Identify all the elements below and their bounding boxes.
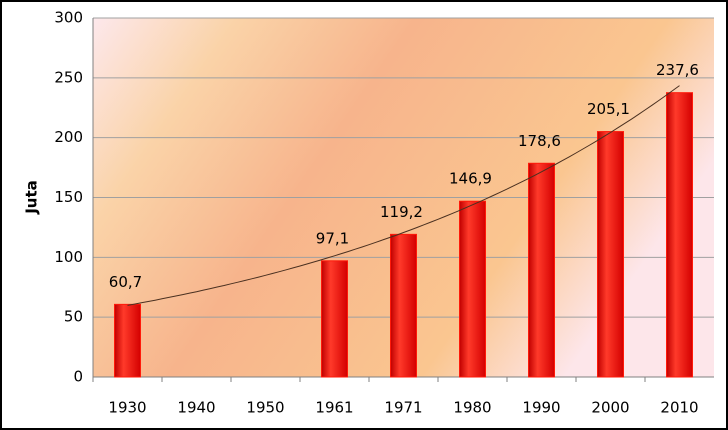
value-label: 146,9: [449, 170, 492, 188]
bar: [597, 131, 624, 378]
y-tick-label: 300: [54, 9, 83, 27]
x-tick-label: 1990: [522, 399, 560, 417]
x-tick-label: 1961: [315, 399, 353, 417]
value-label: 119,2: [380, 203, 423, 221]
value-label: 60,7: [109, 273, 142, 291]
bar: [528, 162, 555, 378]
bar: [390, 233, 417, 378]
y-tick-label: 50: [64, 308, 83, 326]
x-tick-label: 1971: [384, 399, 422, 417]
trendline: [127, 85, 680, 306]
bar: [321, 260, 348, 378]
y-tick-label: 250: [54, 68, 83, 86]
x-tick-label: 1980: [453, 399, 491, 417]
value-label: 97,1: [316, 229, 349, 247]
bar: [666, 92, 693, 378]
value-label: 237,6: [656, 61, 699, 79]
y-tick-label: 0: [73, 368, 83, 386]
x-tick-label: 1930: [108, 399, 146, 417]
x-tick-label: 1950: [246, 399, 284, 417]
value-label: 178,6: [518, 132, 561, 150]
y-tick-label: 150: [54, 188, 83, 206]
x-tick-label: 1940: [177, 399, 215, 417]
x-tick-label: 2000: [591, 399, 629, 417]
bar: [114, 303, 141, 378]
x-tick-label: 2010: [660, 399, 698, 417]
value-label: 205,1: [587, 100, 630, 118]
y-axis-title: Juta: [23, 180, 41, 215]
y-tick-label: 100: [54, 248, 83, 266]
y-tick-label: 200: [54, 128, 83, 146]
bar: [459, 200, 486, 378]
